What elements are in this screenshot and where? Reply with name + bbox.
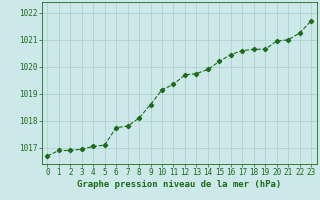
X-axis label: Graphe pression niveau de la mer (hPa): Graphe pression niveau de la mer (hPa) xyxy=(77,180,281,189)
